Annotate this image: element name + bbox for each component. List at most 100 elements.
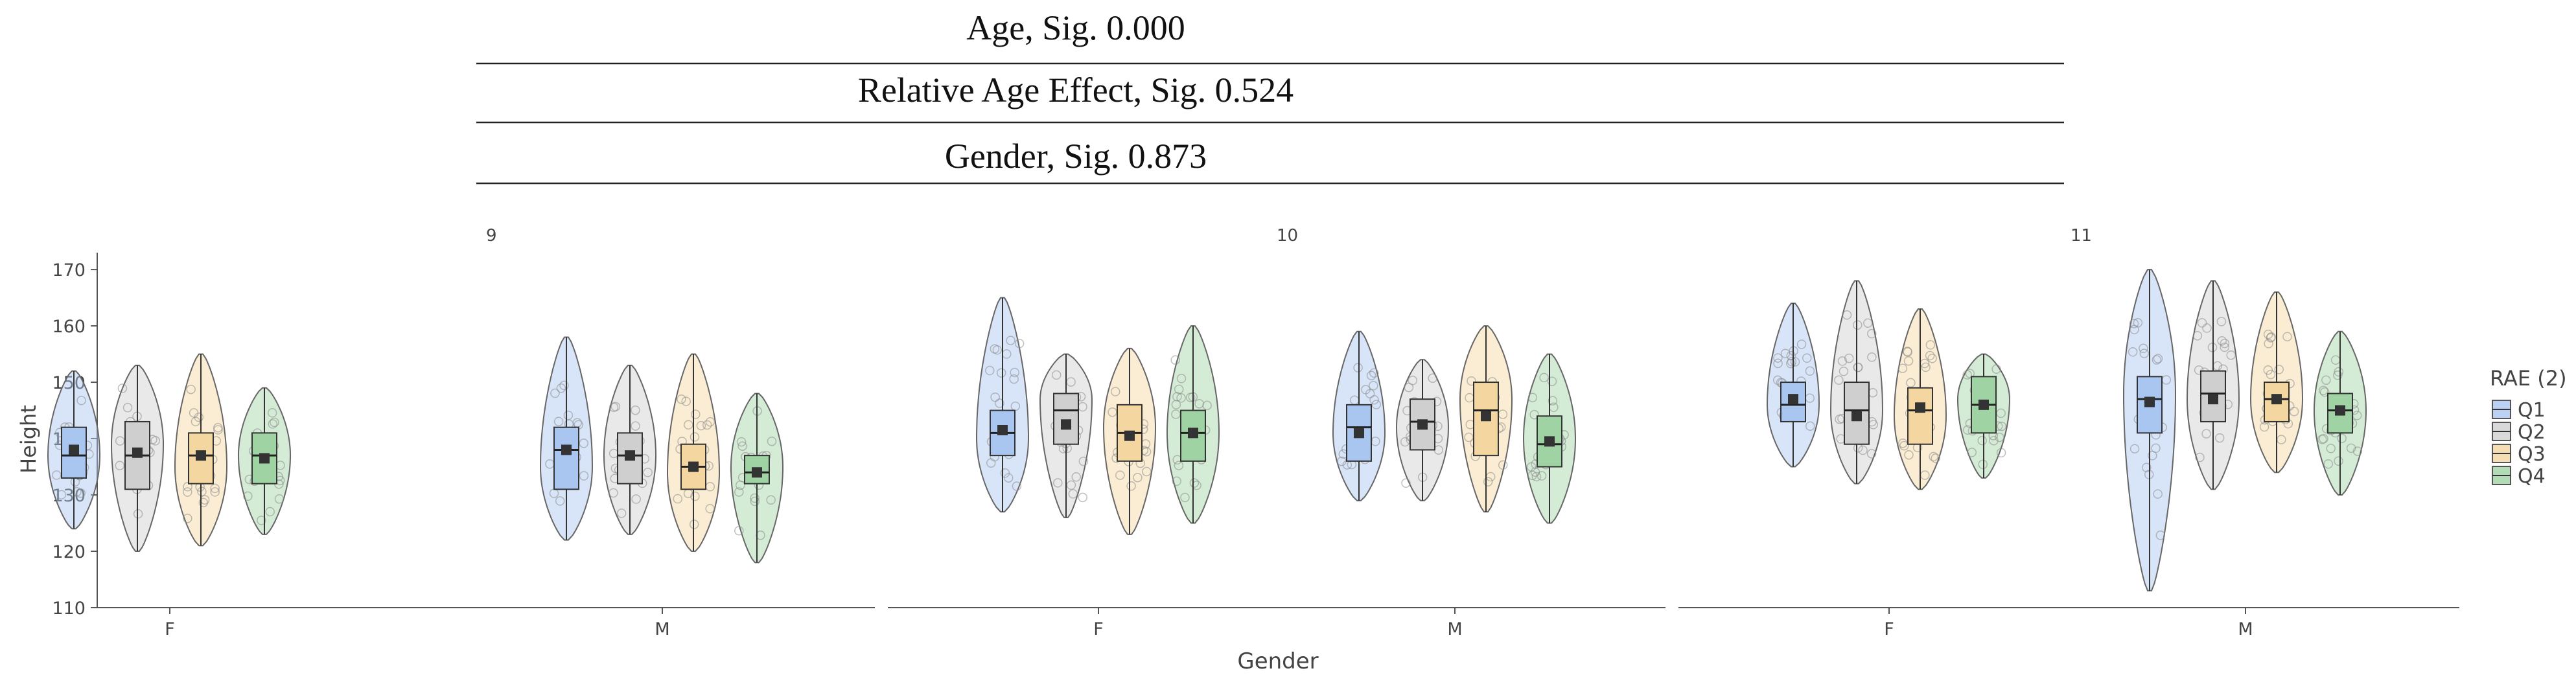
data-point <box>579 439 588 448</box>
data-point <box>2226 350 2236 360</box>
data-point <box>2139 343 2148 354</box>
data-point <box>766 495 776 505</box>
data-point <box>990 392 1000 402</box>
mean-marker <box>259 453 270 464</box>
data-point <box>1078 492 1087 503</box>
data-point <box>2217 336 2227 346</box>
data-point <box>1176 393 1186 403</box>
data-point <box>1176 374 1187 383</box>
data-point <box>1531 472 1542 482</box>
violin-group <box>1766 303 1820 468</box>
violin-group <box>667 353 720 553</box>
header-row-gender: Gender, Sig. 0.873 <box>945 137 1207 176</box>
violin-group <box>2123 269 2176 591</box>
data-point <box>1929 452 1938 462</box>
legend-item: Q2 <box>2492 421 2546 444</box>
data-point <box>684 420 693 430</box>
violin-group <box>2314 330 2367 496</box>
data-point <box>1925 340 1936 350</box>
data-point <box>2192 330 2203 341</box>
data-point <box>2282 332 2292 341</box>
data-point <box>1000 468 1010 478</box>
data-point <box>1931 453 1941 463</box>
data-point <box>189 408 199 418</box>
data-point <box>115 436 125 446</box>
data-point <box>1371 400 1382 409</box>
data-point <box>267 408 277 418</box>
data-point <box>1126 481 1136 491</box>
data-point <box>1202 400 1212 411</box>
data-point <box>2153 354 2163 363</box>
data-point <box>2334 456 2343 466</box>
data-point <box>1401 478 1411 488</box>
mean-marker <box>1481 411 1491 422</box>
mean-marker <box>2208 394 2218 405</box>
data-point <box>2148 450 2157 461</box>
x-tick-label: M <box>1447 619 1462 639</box>
data-point <box>734 526 744 536</box>
data-point <box>2334 367 2344 377</box>
data-point <box>257 516 266 525</box>
data-point <box>1853 320 1862 330</box>
data-point <box>1053 478 1063 488</box>
violin-group <box>976 297 1029 513</box>
data-point <box>1110 387 1120 396</box>
facet-label: 9 <box>486 226 497 246</box>
data-point <box>2323 459 2334 469</box>
data-point <box>2319 434 2328 444</box>
data-point <box>1366 371 1376 380</box>
data-point <box>2333 371 2343 380</box>
mean-marker <box>2335 405 2345 416</box>
box <box>617 432 643 485</box>
data-point <box>1174 461 1184 470</box>
data-point <box>985 365 995 376</box>
data-point <box>1997 421 2007 431</box>
data-point <box>2220 342 2229 352</box>
data-point <box>563 410 574 420</box>
x-axis-title: Gender <box>1237 648 1318 674</box>
y-tick-label: 170 <box>52 260 86 280</box>
data-point <box>2220 338 2230 349</box>
legend-title: RAE (2) <box>2490 366 2567 391</box>
box <box>553 426 579 490</box>
data-point <box>1006 336 1015 345</box>
mean-marker <box>561 444 572 455</box>
violin-group <box>2249 291 2304 474</box>
data-point <box>1353 363 1363 372</box>
mean-marker <box>1061 419 1071 430</box>
data-point <box>52 470 62 480</box>
data-point <box>1989 435 1999 446</box>
data-point <box>197 486 207 497</box>
data-point <box>705 417 715 427</box>
data-point <box>1066 377 1076 387</box>
mean-marker <box>1124 430 1135 441</box>
mean-marker <box>1788 394 1798 405</box>
data-point <box>1003 473 1014 483</box>
data-point <box>1051 370 1062 380</box>
data-point <box>2326 444 2336 453</box>
data-point <box>1837 356 1848 366</box>
data-point <box>1967 448 1977 457</box>
data-point <box>1172 476 1181 486</box>
legend-item: Q4 <box>2492 465 2546 488</box>
data-point <box>2216 317 2227 326</box>
data-point <box>1078 456 1089 466</box>
data-point <box>2274 365 2284 374</box>
data-point <box>1787 357 1797 367</box>
data-point <box>550 388 560 398</box>
data-point <box>1404 382 1414 393</box>
x-tick-label: M <box>655 619 669 639</box>
data-point <box>1978 459 1988 470</box>
data-point <box>559 380 569 391</box>
violin-group <box>47 370 100 530</box>
data-point <box>2202 323 2212 333</box>
data-point <box>1853 362 1863 372</box>
data-point <box>1539 372 1549 383</box>
violin-group <box>2186 280 2240 490</box>
data-point <box>1483 477 1493 486</box>
data-point <box>1548 396 1558 406</box>
data-point <box>1527 470 1537 481</box>
x-tick-label: M <box>2238 619 2253 639</box>
data-point <box>2133 318 2143 328</box>
